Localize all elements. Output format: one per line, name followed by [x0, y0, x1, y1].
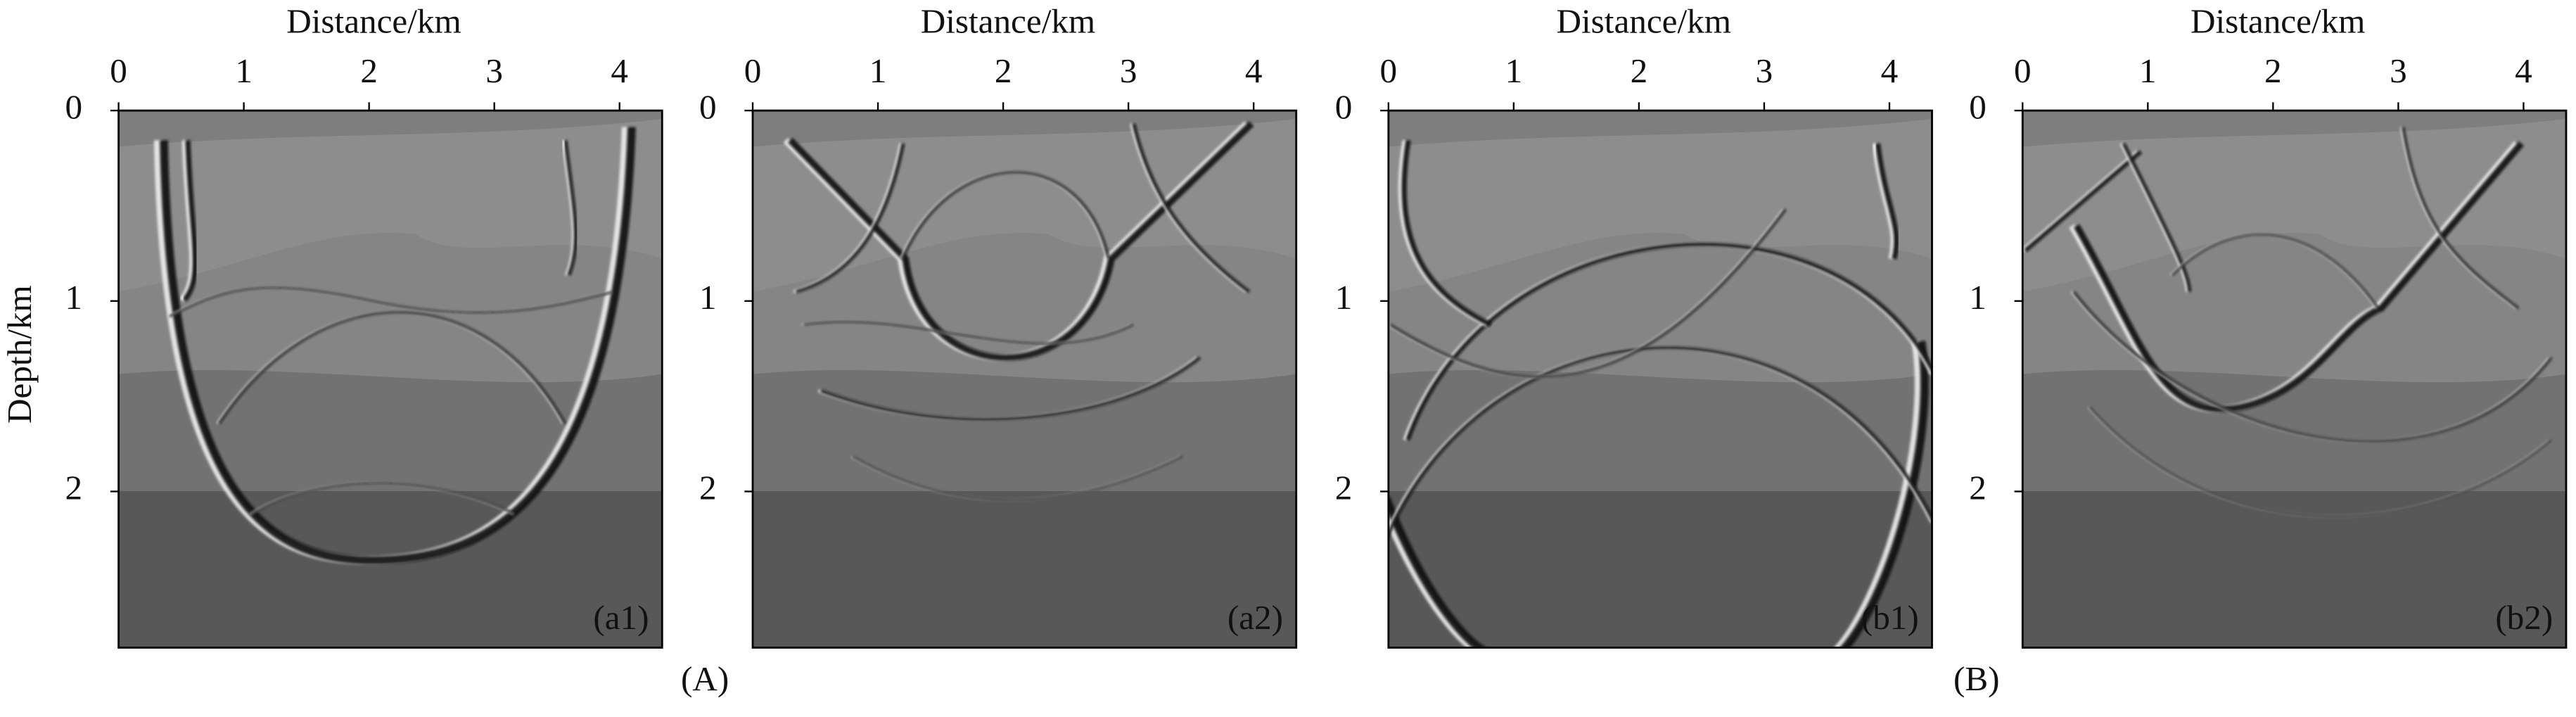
group-label: (A) [681, 659, 729, 698]
x-tick-label: 4 [611, 51, 628, 90]
y-axis-label: Depth/km [0, 285, 39, 424]
panel: Distance/km 0 1 2 3 4 0 1 2 (a2) [699, 2, 1298, 649]
panel-frame [1387, 109, 1933, 649]
x-tick-label: 3 [485, 51, 503, 90]
x-axis-label: Distance/km [921, 2, 1095, 41]
x-tick-label: 2 [360, 51, 378, 90]
y-tick-label: 1 [1969, 278, 1987, 317]
y-tick-label: 0 [65, 87, 82, 126]
x-tick-label: 3 [1756, 51, 1773, 90]
y-tick-label: 0 [1969, 87, 1987, 126]
y-tick-label: 2 [1335, 469, 1353, 507]
wavefield-image [2022, 110, 2566, 648]
panel-frame [117, 109, 663, 649]
y-tick-label: 1 [65, 278, 82, 317]
x-tick-label: 4 [1881, 51, 1899, 90]
x-axis-label: Distance/km [286, 2, 461, 41]
panel: Distance/km 0 1 2 3 4 0 1 2 (b1) [1335, 2, 1933, 649]
y-tick-label: 0 [1335, 87, 1353, 126]
x-tick-label: 0 [1380, 51, 1398, 90]
x-tick-label: 1 [1505, 51, 1523, 90]
x-axis-label: Distance/km [1557, 2, 1731, 41]
y-tick-label: 2 [1969, 469, 1987, 507]
y-tick-label: 2 [699, 469, 717, 507]
y-tick-label: 1 [699, 278, 717, 317]
x-tick-label: 4 [2515, 51, 2532, 90]
panel: Distance/km 0 1 2 3 4 0 1 2 (b2) [1969, 2, 2568, 649]
x-tick-label: 4 [1245, 51, 1263, 90]
wavefield-image [118, 110, 663, 648]
y-tick-label: 0 [699, 87, 717, 126]
x-tick-label: 2 [995, 51, 1012, 90]
panel-label: (a1) [593, 598, 649, 637]
wavefield-image [1388, 110, 1932, 648]
x-tick-label: 1 [2139, 51, 2157, 90]
x-tick-label: 2 [1631, 51, 1648, 90]
x-tick-label: 3 [2390, 51, 2407, 90]
x-tick-label: 1 [869, 51, 887, 90]
panel-label: (b1) [1861, 598, 1919, 637]
x-tick-label: 3 [1120, 51, 1137, 90]
x-tick-label: 1 [235, 51, 253, 90]
panel-label: (a2) [1228, 598, 1283, 637]
wavefield-image [753, 110, 1296, 648]
panel-label: (b2) [2495, 598, 2553, 637]
x-tick-label: 0 [2014, 51, 2032, 90]
x-axis-label: Distance/km [2191, 2, 2365, 41]
panel: Distance/km 0 1 2 3 4 0 1 2 (a1) [65, 2, 663, 649]
y-tick-label: 2 [65, 469, 82, 507]
x-tick-label: 0 [744, 51, 762, 90]
panel-frame [2021, 109, 2568, 649]
y-tick-label: 1 [1335, 278, 1353, 317]
x-tick-label: 2 [2264, 51, 2282, 90]
group-label: (B) [1953, 659, 2000, 698]
x-tick-label: 0 [110, 51, 127, 90]
panel-frame [751, 109, 1298, 649]
